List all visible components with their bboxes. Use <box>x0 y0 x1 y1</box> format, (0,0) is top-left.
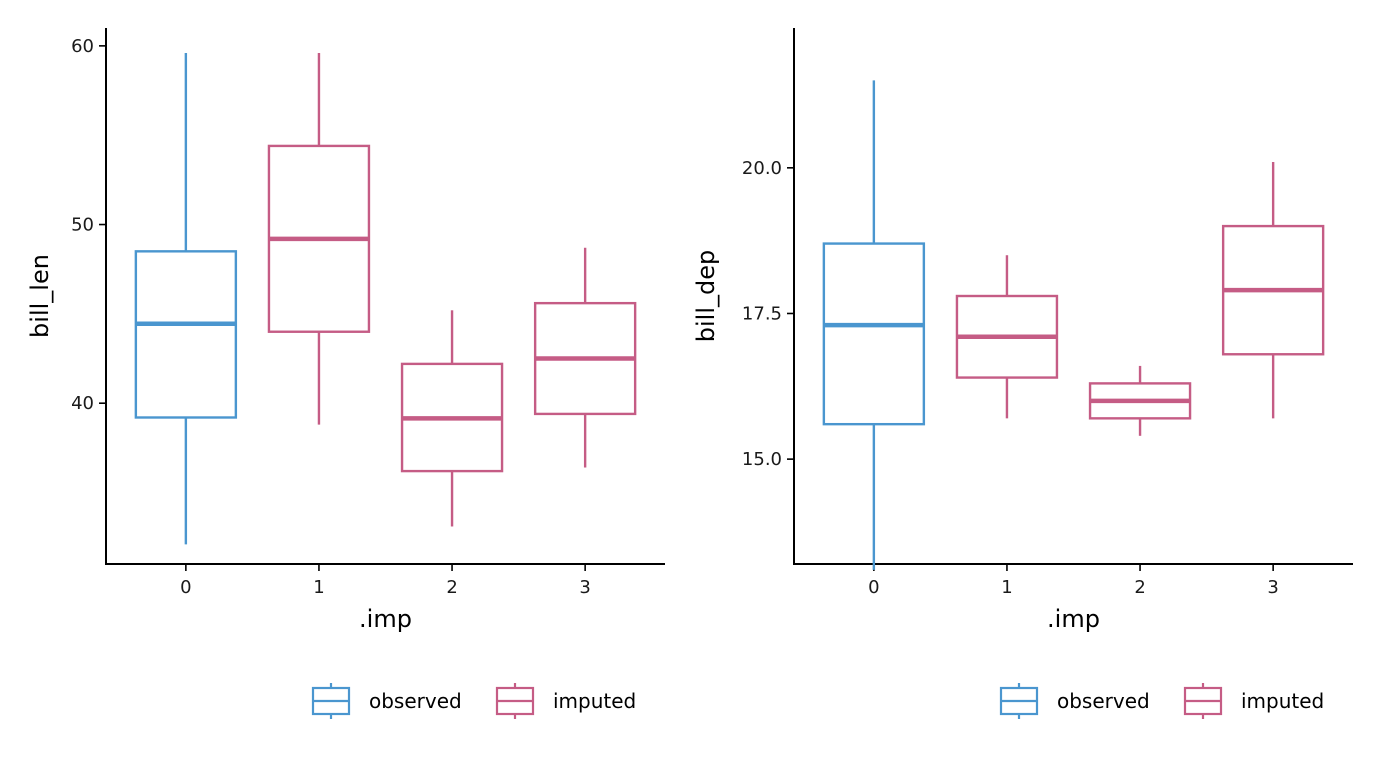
y-axis-title: bill_len <box>26 254 54 338</box>
box-imputed-imp-1 <box>267 53 371 425</box>
legend-key-observed <box>311 683 351 719</box>
legend-key-imputed <box>495 683 535 719</box>
panel-2: 15.0 17.5 20.0 0 1 2 3 .imp bill_dep observed impu… <box>692 28 1353 719</box>
y-tick-label: 60 <box>71 36 94 57</box>
legend: observed imputed <box>999 683 1324 719</box>
y-tick-label: 17.5 <box>742 303 782 324</box>
box-imputed-imp-2 <box>400 310 504 527</box>
y-tick-label: 40 <box>71 393 94 414</box>
legend-label-observed: observed <box>1057 689 1150 713</box>
box-iqr <box>822 242 926 426</box>
y-axis-title: bill_dep <box>692 250 720 342</box>
box-imputed-imp-2 <box>1088 365 1192 436</box>
x-tick-label: 1 <box>313 577 324 598</box>
legend-key-observed <box>999 683 1039 719</box>
x-tick-label: 3 <box>579 577 590 598</box>
x-tick-label: 0 <box>180 577 191 598</box>
box-iqr <box>134 250 238 419</box>
box-imputed-imp-1 <box>955 255 1059 419</box>
x-tick-label: 2 <box>446 577 457 598</box>
box-imputed-imp-3 <box>533 247 637 468</box>
y-tick-label: 15.0 <box>742 449 782 470</box>
legend-label-imputed: imputed <box>553 689 636 713</box>
legend: observed imputed <box>311 683 636 719</box>
panel-1: 40 50 60 0 1 2 3 .imp bill_len observed imputed <box>26 28 665 719</box>
legend-key-imputed <box>1183 683 1223 719</box>
x-tick-label: 3 <box>1267 577 1278 598</box>
box-imputed-imp-3 <box>1221 162 1325 419</box>
box-observed-imp-0 <box>822 80 926 570</box>
y-tick-label: 20.0 <box>742 158 782 179</box>
legend-label-observed: observed <box>369 689 462 713</box>
y-tick-label: 50 <box>71 215 94 236</box>
x-tick-label: 1 <box>1001 577 1012 598</box>
x-tick-label: 0 <box>868 577 879 598</box>
x-tick-label: 2 <box>1134 577 1145 598</box>
box-observed-imp-0 <box>134 53 238 545</box>
x-axis-title: .imp <box>359 605 412 633</box>
x-axis-title: .imp <box>1047 605 1100 633</box>
legend-label-imputed: imputed <box>1241 689 1324 713</box>
